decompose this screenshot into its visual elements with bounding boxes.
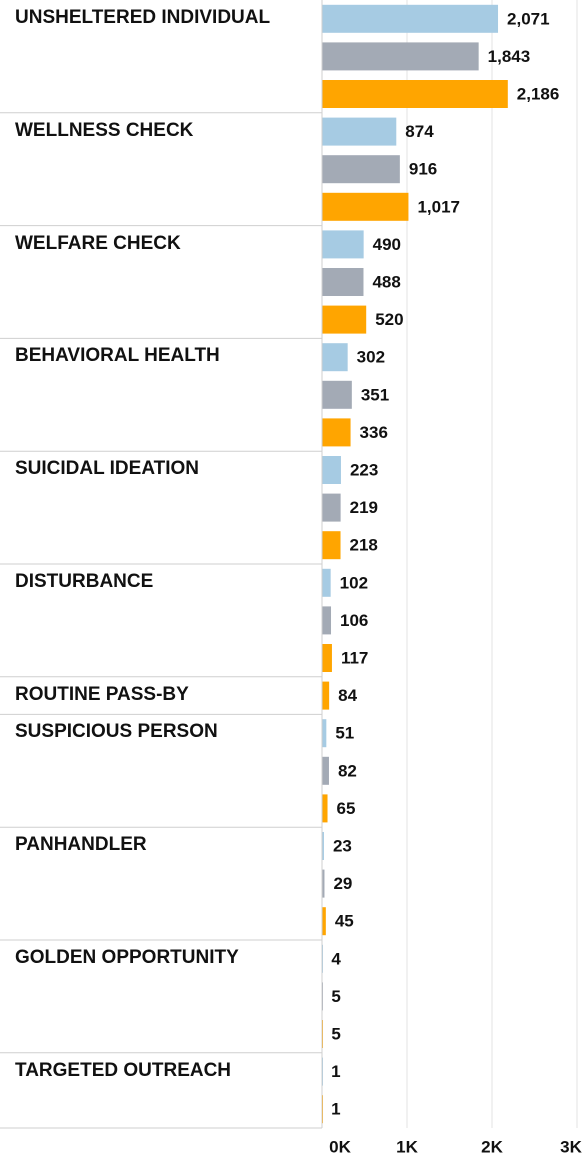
bar xyxy=(322,456,341,484)
bar xyxy=(322,719,327,748)
value-label: 520 xyxy=(375,310,403,329)
value-label: 29 xyxy=(333,874,352,893)
bar xyxy=(322,869,325,898)
value-label: 2,186 xyxy=(517,84,560,103)
value-label: 302 xyxy=(357,348,385,367)
category-label: SUSPICIOUS PERSON xyxy=(15,721,218,743)
bar xyxy=(322,230,364,259)
value-label: 874 xyxy=(405,122,434,141)
value-label: 45 xyxy=(335,912,354,931)
category-label: BEHAVIORAL HEALTH xyxy=(15,345,220,367)
value-label: 5 xyxy=(331,1024,340,1043)
bar xyxy=(322,756,329,785)
category-label: GOLDEN OPPORTUNITY xyxy=(15,947,239,968)
value-label: 84 xyxy=(338,686,357,705)
value-label: 23 xyxy=(333,836,352,855)
bar xyxy=(322,681,330,710)
bar xyxy=(322,531,341,560)
category-label: PANHANDLER xyxy=(15,834,147,856)
bar xyxy=(322,380,352,409)
value-label: 490 xyxy=(373,235,401,254)
bar xyxy=(322,493,341,522)
value-label: 1,843 xyxy=(488,47,531,66)
x-tick-label: 2K xyxy=(481,1137,503,1156)
category-label: ROUTINE PASS-BY xyxy=(15,683,189,705)
bar xyxy=(322,606,332,635)
value-label: 218 xyxy=(350,536,378,555)
bar xyxy=(322,4,499,33)
value-label: 1,017 xyxy=(417,197,460,216)
category-label: DISTURBANCE xyxy=(15,571,154,592)
value-label: 916 xyxy=(409,160,437,179)
value-label: 336 xyxy=(360,423,388,442)
bar xyxy=(322,155,400,184)
value-label: 106 xyxy=(340,611,368,630)
value-label: 2,071 xyxy=(507,9,550,28)
value-label: 223 xyxy=(350,460,378,479)
value-label: 65 xyxy=(337,799,356,818)
category-label: SUICIDAL IDEATION xyxy=(15,458,200,480)
bar xyxy=(322,794,328,823)
value-label: 1 xyxy=(331,1100,340,1119)
value-label: 117 xyxy=(341,648,368,667)
value-label: 219 xyxy=(350,498,378,517)
category-label: UNSHELTERED INDIVIDUAL xyxy=(15,7,271,28)
value-label: 488 xyxy=(372,272,400,291)
bar xyxy=(322,568,331,597)
value-label: 4 xyxy=(331,949,341,968)
bar xyxy=(322,117,397,146)
bar xyxy=(322,343,348,372)
bar xyxy=(322,268,364,296)
bar xyxy=(322,42,479,71)
bar xyxy=(322,644,332,672)
bar xyxy=(322,907,326,936)
category-label: WELLNESS CHECK xyxy=(15,119,194,141)
x-tick-label: 0K xyxy=(329,1137,351,1156)
value-label: 5 xyxy=(331,987,340,1006)
bar xyxy=(322,832,324,860)
x-tick-label: 1K xyxy=(396,1137,418,1156)
value-label: 351 xyxy=(361,385,389,404)
value-label: 82 xyxy=(338,761,357,780)
value-label: 51 xyxy=(335,724,354,743)
bar xyxy=(322,192,409,221)
value-label: 102 xyxy=(340,573,368,592)
x-tick-label: 3K xyxy=(560,1137,582,1156)
category-label: WELFARE CHECK xyxy=(15,232,181,254)
bar xyxy=(322,418,351,447)
value-label: 1 xyxy=(331,1062,340,1081)
category-label: TARGETED OUTREACH xyxy=(15,1059,232,1081)
bar xyxy=(322,80,508,108)
bar xyxy=(322,305,367,334)
